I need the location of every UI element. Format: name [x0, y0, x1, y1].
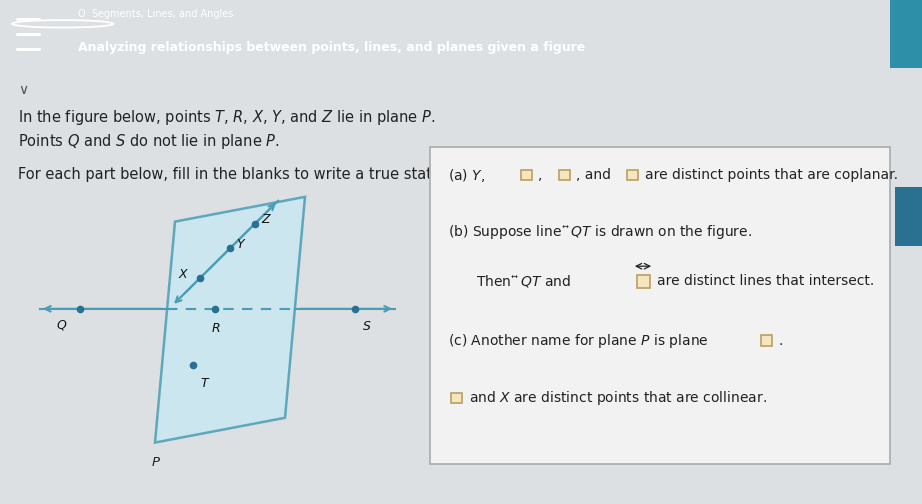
Text: $P$: $P$ — [151, 457, 161, 469]
Text: (b) Suppose line $\overleftrightarrow{QT}$ is drawn on the figure.: (b) Suppose line $\overleftrightarrow{QT… — [448, 223, 752, 240]
Text: $R$: $R$ — [211, 322, 220, 335]
Text: $Q$: $Q$ — [56, 318, 67, 332]
Text: In the figure below, points $T$, $R$, $X$, $Y$, and $Z$ lie in plane $P$.: In the figure below, points $T$, $R$, $X… — [18, 108, 435, 127]
Text: (a) $Y$,: (a) $Y$, — [448, 166, 485, 183]
Bar — [761, 335, 772, 346]
Text: Then $\overleftrightarrow{QT}$ and: Then $\overleftrightarrow{QT}$ and — [476, 273, 571, 289]
Bar — [521, 170, 531, 180]
Bar — [636, 275, 649, 287]
Text: and $X$ are distinct points that are collinear.: and $X$ are distinct points that are col… — [469, 389, 767, 407]
Text: Analyzing relationships between points, lines, and planes given a figure: Analyzing relationships between points, … — [78, 41, 585, 54]
FancyBboxPatch shape — [430, 147, 890, 464]
Text: O  Segments, Lines, and Angles: O Segments, Lines, and Angles — [78, 9, 234, 19]
Text: are distinct lines that intersect.: are distinct lines that intersect. — [657, 274, 874, 288]
Text: ∨: ∨ — [18, 83, 29, 97]
Text: Points $Q$ and $S$ do not lie in plane $P$.: Points $Q$ and $S$ do not lie in plane $… — [18, 133, 279, 151]
Bar — [559, 170, 570, 180]
Text: .: . — [778, 334, 783, 348]
Text: $S$: $S$ — [362, 320, 372, 333]
Text: are distinct points that are coplanar.: are distinct points that are coplanar. — [645, 168, 898, 182]
Bar — [895, 187, 922, 246]
Bar — [627, 170, 637, 180]
Polygon shape — [155, 197, 305, 443]
Text: $Y$: $Y$ — [236, 238, 246, 251]
Bar — [451, 393, 462, 403]
Text: $Z$: $Z$ — [261, 213, 272, 226]
Text: $T$: $T$ — [200, 376, 210, 390]
Text: ,: , — [538, 168, 542, 182]
Text: $X$: $X$ — [178, 268, 189, 281]
Bar — [890, 0, 922, 68]
Text: (c) Another name for plane $P$ is plane: (c) Another name for plane $P$ is plane — [448, 332, 709, 349]
Text: , and: , and — [576, 168, 611, 182]
Text: For each part below, fill in the blanks to write a true statement.: For each part below, fill in the blanks … — [18, 167, 484, 182]
